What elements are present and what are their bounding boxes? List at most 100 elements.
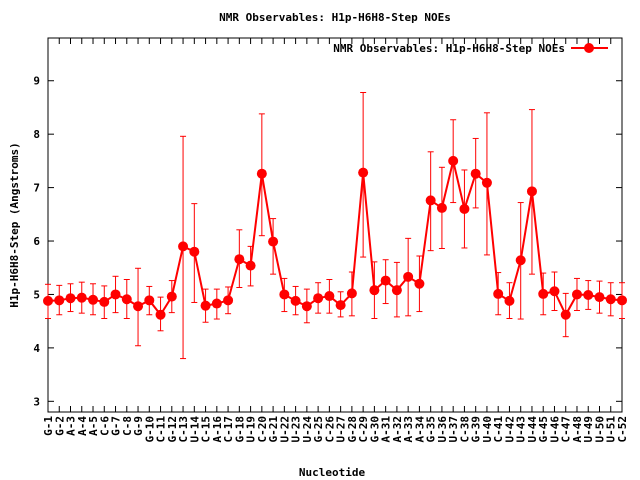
data-point — [617, 295, 627, 306]
data-point — [245, 260, 256, 271]
x-tick-label: C-38 — [458, 416, 471, 443]
legend: NMR Observables: H1p-H6H8-Step NOEs — [333, 42, 608, 55]
data-point — [301, 301, 312, 312]
y-tick-label: 4 — [33, 342, 40, 355]
data-point — [493, 288, 504, 299]
data-point — [425, 195, 436, 206]
x-tick-label: G-7 — [110, 416, 123, 436]
data-point — [470, 168, 481, 179]
x-tick-label: A-33 — [402, 416, 415, 443]
data-point — [571, 289, 582, 300]
data-point — [234, 254, 245, 265]
data-point — [414, 278, 425, 289]
x-tick-label: U-24 — [301, 416, 314, 443]
x-tick-label: U-22 — [278, 416, 291, 443]
x-tick-label: A-32 — [391, 416, 404, 443]
x-tick-label: U-50 — [593, 416, 606, 443]
plot-area: 3456789G-1G-2A-3A-4A-5C-6G-7C-8G-9G-10C-… — [33, 37, 629, 443]
y-tick-label: 9 — [33, 75, 40, 88]
y-tick-label: 3 — [33, 395, 40, 408]
x-tick-label: G-45 — [537, 416, 550, 443]
data-point — [594, 292, 605, 303]
x-tick-label: G-18 — [233, 416, 246, 443]
x-tick-label: A-48 — [571, 416, 584, 443]
data-point — [403, 271, 414, 282]
data-point — [99, 296, 110, 307]
x-tick-label: G-21 — [267, 416, 280, 443]
legend-marker — [584, 43, 594, 53]
data-point — [583, 289, 594, 300]
data-point — [223, 295, 234, 306]
legend-label: NMR Observables: H1p-H6H8-Step NOEs — [333, 42, 565, 55]
chart-title: NMR Observables: H1p-H6H8-Step NOEs — [219, 11, 451, 24]
data-point — [76, 292, 87, 303]
x-tick-label: A-34 — [413, 416, 426, 443]
data-point — [313, 293, 324, 304]
data-point — [526, 186, 537, 197]
y-tick-label: 6 — [33, 235, 40, 248]
x-tick-label: C-11 — [155, 416, 168, 443]
data-point — [335, 300, 346, 311]
x-tick-label: U-51 — [605, 416, 618, 443]
x-tick-label: C-6 — [98, 416, 111, 436]
data-point — [65, 293, 76, 304]
data-point — [88, 294, 99, 305]
data-point — [121, 294, 132, 305]
data-point — [448, 155, 459, 166]
data-point — [504, 295, 515, 306]
data-point — [290, 295, 301, 306]
data-point — [369, 285, 380, 296]
data-point — [144, 295, 155, 306]
data-point — [549, 286, 560, 297]
x-tick-label: G-30 — [368, 416, 381, 443]
data-point — [481, 177, 492, 188]
data-point — [54, 295, 65, 306]
data-point — [605, 294, 616, 305]
data-point — [256, 168, 267, 179]
x-tick-label: G-9 — [132, 416, 145, 436]
x-tick-label: G-2 — [53, 416, 66, 436]
plot-frame — [47, 37, 623, 413]
x-tick-label: G-1 — [42, 416, 55, 436]
x-tick-label: A-5 — [87, 416, 100, 436]
x-tick-label: U-19 — [245, 416, 258, 443]
x-tick-label: U-36 — [436, 416, 449, 443]
x-tick-label: A-4 — [76, 416, 89, 436]
x-tick-label: U-27 — [335, 416, 348, 443]
x-tick-label: U-43 — [515, 416, 528, 443]
y-tick-label: 5 — [33, 288, 40, 301]
data-point — [189, 246, 200, 257]
data-point — [538, 288, 549, 299]
data-point — [166, 291, 177, 302]
data-point — [324, 291, 335, 302]
x-tick-label: C-15 — [200, 416, 213, 443]
x-tick-label: C-47 — [560, 416, 573, 443]
x-tick-label: C-29 — [357, 416, 370, 443]
x-tick-label: C-41 — [492, 416, 505, 443]
data-point — [110, 289, 121, 300]
x-tick-label: A-31 — [380, 416, 393, 443]
x-tick-label: C-26 — [323, 416, 336, 443]
data-point — [436, 202, 447, 213]
x-tick-label: A-16 — [211, 416, 224, 443]
series-line — [47, 160, 623, 317]
data-point — [200, 300, 211, 311]
data-point — [346, 288, 357, 299]
x-tick-label: G-35 — [425, 416, 438, 443]
x-tick-label: G-39 — [470, 416, 483, 443]
x-tick-label: A-3 — [65, 416, 78, 436]
x-tick-label: U-46 — [548, 416, 561, 443]
x-tick-label: G-25 — [312, 416, 325, 443]
data-point — [391, 285, 402, 296]
x-axis-label: Nucleotide — [299, 466, 366, 479]
x-tick-label: C-17 — [222, 416, 235, 443]
x-tick-label: G-12 — [166, 416, 179, 443]
data-point — [268, 236, 279, 247]
x-tick-label: G-10 — [143, 416, 156, 443]
data-point — [515, 255, 526, 266]
data-point — [211, 298, 222, 309]
x-tick-label: G-28 — [346, 416, 359, 443]
x-tick-label: C-20 — [256, 416, 269, 443]
data-point — [155, 309, 166, 320]
